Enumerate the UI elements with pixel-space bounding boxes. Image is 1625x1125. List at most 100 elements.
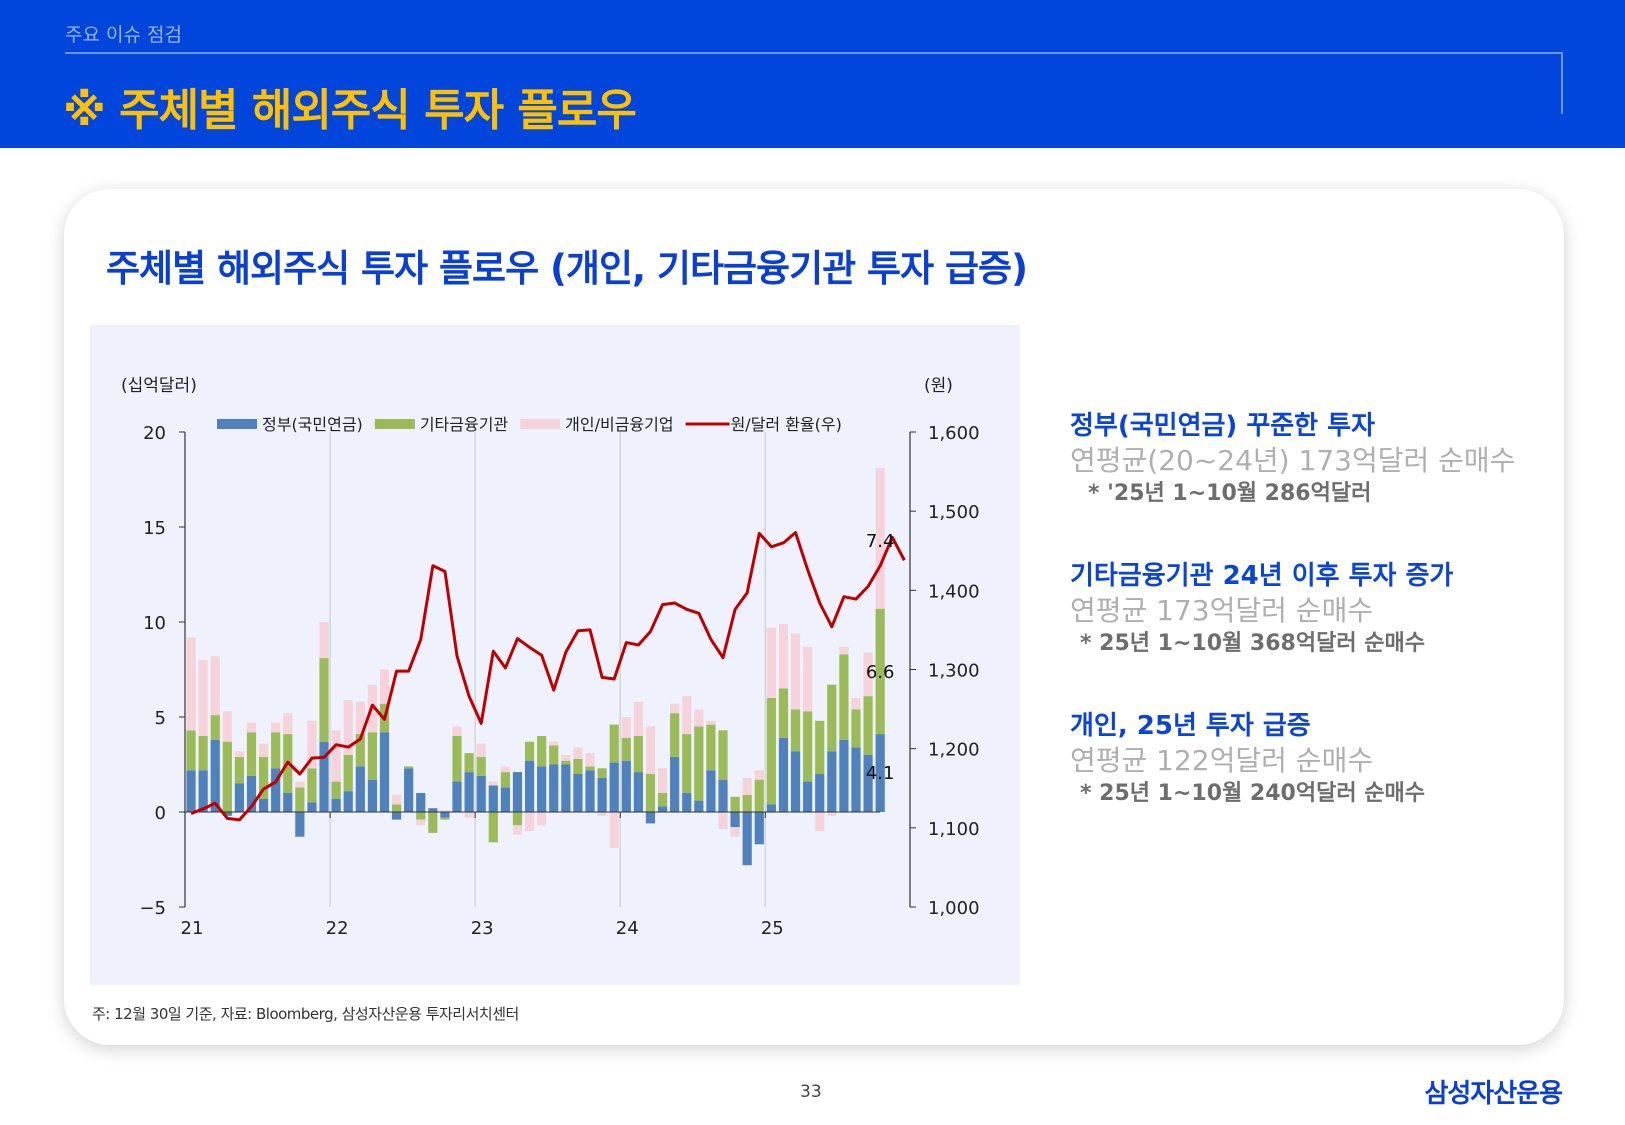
bar-other-financial	[754, 779, 764, 812]
bar-government	[778, 737, 789, 812]
section-label: 주요 이슈 점검	[65, 24, 182, 46]
bar-government	[621, 760, 631, 812]
bar-government	[790, 751, 801, 812]
bar-individual	[295, 781, 305, 788]
bar-individual	[234, 751, 245, 757]
bar-other-financial	[597, 768, 607, 778]
bar-government	[343, 791, 353, 812]
point-3-summary: 연평균 122억달러 순매수	[1070, 744, 1374, 777]
bar-other-financial	[875, 608, 885, 735]
bar-government	[839, 739, 849, 812]
bar-individual	[537, 812, 547, 826]
bar-other-financial	[803, 711, 813, 782]
right-tick-label: 1,000	[928, 898, 980, 919]
bar-individual	[222, 711, 232, 742]
x-tick-label: 25	[761, 918, 784, 939]
bar-government	[416, 793, 426, 812]
bar-other-financial	[621, 737, 631, 761]
bar-other-financial	[670, 713, 680, 757]
bar-government	[851, 747, 861, 812]
bar-other-financial	[827, 684, 837, 752]
bar-other-financial	[633, 736, 643, 773]
bar-individual	[839, 646, 849, 655]
bar-individual	[670, 703, 680, 714]
bar-individual	[609, 812, 619, 849]
bar-individual	[476, 743, 486, 757]
page-number: 33	[800, 1082, 822, 1102]
bar-government	[307, 802, 317, 812]
bar-other-financial	[645, 774, 656, 812]
right-tick-label: 1,600	[928, 423, 980, 444]
bar-individual	[198, 660, 208, 736]
bar-other-financial	[730, 796, 740, 812]
bar-government	[657, 806, 668, 812]
left-tick-label: −5	[139, 898, 166, 919]
bar-government	[803, 781, 813, 812]
bar-other-financial	[549, 745, 559, 765]
bar-individual	[682, 696, 692, 735]
footnote: 주: 12월 30일 기준, 자료: Bloomberg, 삼성자산운용 투자리…	[92, 1005, 519, 1023]
point-1-note: * '25년 1~10월 286억달러	[1088, 481, 1372, 506]
bar-individual	[790, 633, 801, 710]
bar-government	[633, 772, 643, 812]
bar-individual	[778, 623, 789, 689]
point-3-note: * 25년 1~10월 240억달러 순매수	[1080, 781, 1425, 806]
bar-other-financial	[295, 787, 305, 812]
bar-other-financial	[488, 812, 498, 843]
bar-government	[863, 755, 873, 812]
bar-individual	[391, 794, 402, 805]
fx-rate-line	[190, 531, 906, 822]
bar-government	[609, 762, 619, 812]
right-axis-unit: (원)	[924, 376, 953, 396]
bar-individual	[283, 713, 293, 735]
right-tick-label: 1,100	[928, 819, 980, 840]
header-divider-vertical	[1561, 52, 1563, 114]
bar-individual	[271, 722, 281, 733]
bar-government	[766, 804, 776, 812]
bar-other-financial	[198, 736, 208, 771]
bar-other-financial	[766, 698, 776, 805]
bar-government	[585, 770, 595, 812]
bar-government	[500, 787, 510, 812]
bar-government	[827, 751, 837, 812]
point-1-summary: 연평균(20~24년) 173억달러 순매수	[1070, 444, 1516, 477]
bar-other-financial	[657, 793, 668, 807]
bar-other-financial	[428, 812, 438, 833]
bar-individual	[307, 720, 317, 769]
bar-individual	[452, 726, 462, 736]
legend-swatch-other-financial	[374, 419, 415, 429]
bar-individual	[416, 819, 426, 826]
left-tick-label: 20	[143, 423, 166, 444]
bar-individual	[186, 637, 196, 731]
bar-other-financial	[234, 756, 245, 784]
bar-government	[742, 812, 752, 866]
bar-government	[694, 800, 704, 812]
bar-other-financial	[537, 736, 547, 767]
bar-other-financial	[573, 758, 583, 774]
bar-other-financial	[367, 732, 377, 780]
bar-government	[754, 812, 764, 845]
bar-other-financial	[682, 734, 692, 793]
right-tick-label: 1,300	[928, 661, 980, 682]
bar-government	[210, 739, 220, 812]
bar-other-financial	[585, 766, 595, 771]
bar-individual	[863, 652, 873, 697]
bar-government	[537, 766, 547, 812]
bar-government	[391, 812, 402, 820]
left-tick-label: 5	[155, 708, 166, 729]
bar-government	[815, 774, 825, 812]
right-tick-label: 1,200	[928, 740, 980, 761]
bar-individual	[657, 768, 668, 793]
bar-individual	[730, 827, 740, 837]
bar-other-financial	[246, 732, 257, 776]
bar-individual	[500, 766, 510, 773]
bar-individual	[331, 730, 341, 782]
company-logo: 삼성자산운용	[1424, 1079, 1563, 1109]
bar-other-financial	[839, 654, 849, 740]
bar-government	[452, 781, 462, 812]
bar-government	[645, 812, 656, 824]
legend-label-other-financial: 기타금융기관	[420, 415, 509, 434]
bar-individual	[561, 755, 571, 761]
bar-government	[258, 798, 269, 812]
bar-government	[682, 793, 692, 812]
